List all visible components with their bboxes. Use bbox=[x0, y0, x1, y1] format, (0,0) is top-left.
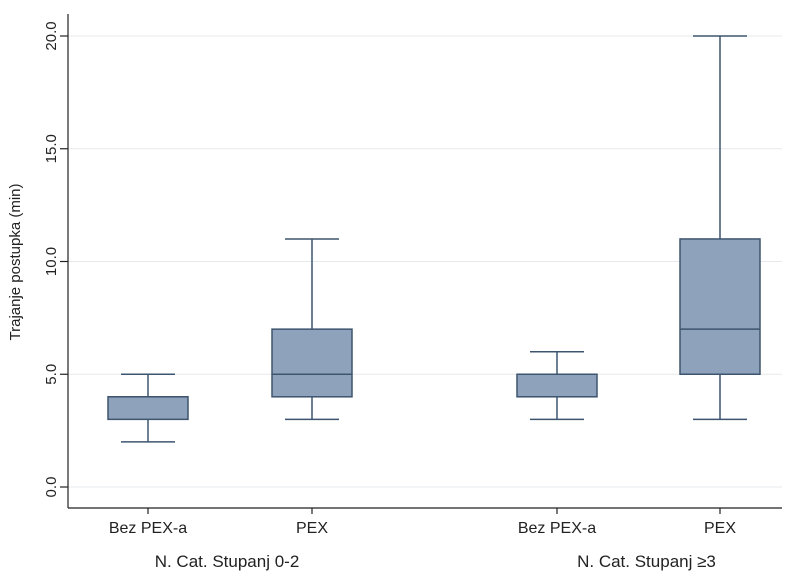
y-tick-label: 10.0 bbox=[43, 247, 60, 276]
box-bez-pex-a bbox=[516, 350, 598, 421]
group-label: N. Cat. Stupanj ≥3 bbox=[577, 552, 716, 571]
iqr-box bbox=[271, 328, 353, 398]
iqr-box bbox=[679, 238, 761, 375]
box-pex bbox=[679, 35, 761, 421]
y-tick-label: 15.0 bbox=[43, 134, 60, 163]
iqr-box bbox=[107, 396, 189, 421]
group-label: N. Cat. Stupanj 0-2 bbox=[155, 552, 300, 571]
y-tick-label: 5.0 bbox=[43, 364, 60, 385]
x-category-label: PEX bbox=[296, 520, 328, 537]
y-tick-label: 20.0 bbox=[43, 21, 60, 50]
gridlines bbox=[68, 35, 782, 488]
y-tick-label: 0.0 bbox=[43, 477, 60, 498]
y-axis-ticks: 0.0 5.0 10.0 15.0 20.0 bbox=[43, 21, 68, 497]
x-category-label: Bez PEX-a bbox=[518, 520, 596, 537]
box-pex bbox=[271, 238, 353, 421]
box-bez-pex-a bbox=[107, 373, 189, 443]
category-labels: Bez PEX-a PEX N. Cat. Stupanj 0-2 Bez PEX-a… bbox=[109, 508, 736, 571]
iqr-box bbox=[516, 373, 598, 398]
boxes bbox=[107, 35, 761, 443]
x-category-label: Bez PEX-a bbox=[109, 520, 187, 537]
x-category-label: PEX bbox=[704, 520, 736, 537]
y-axis-title: Trajanje postupka (min) bbox=[7, 183, 24, 340]
